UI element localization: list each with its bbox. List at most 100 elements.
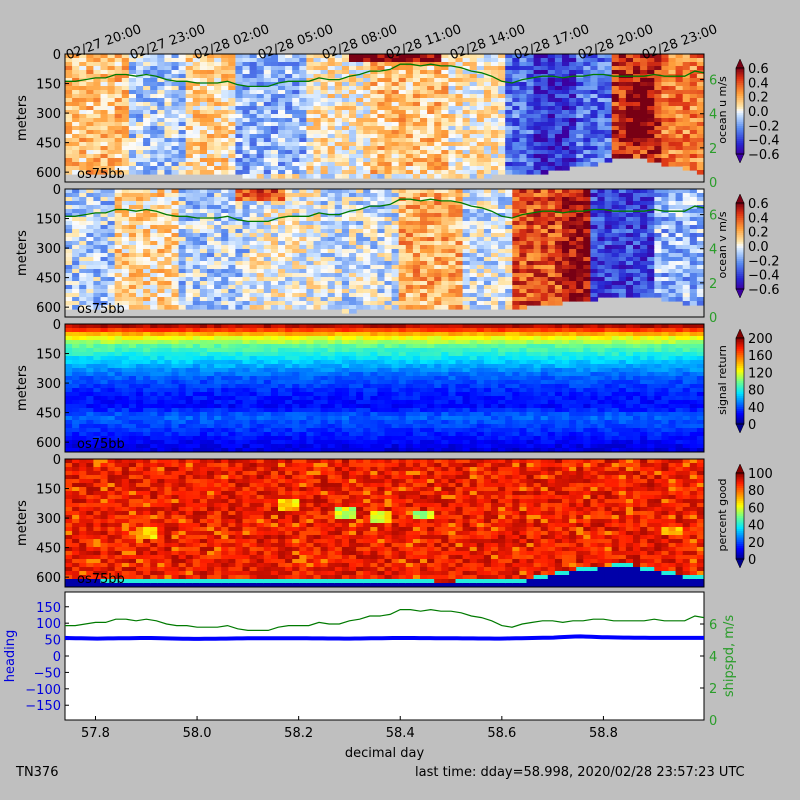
- panel-0-cell: [100, 130, 109, 135]
- panel-1-cell: [377, 261, 386, 266]
- panel-1-cell: [192, 233, 201, 238]
- panel-0-cell: [121, 66, 130, 71]
- panel-0-cell: [128, 158, 137, 163]
- panel-1-cell: [327, 273, 336, 278]
- panel-0-cell: [611, 154, 620, 159]
- panel-1-cell: [412, 281, 421, 286]
- panel-0-cell: [427, 94, 435, 99]
- panel-1-cell: [512, 229, 520, 234]
- panel-1-cell: [207, 229, 215, 234]
- panel-1-cell: [121, 209, 130, 214]
- panel-0-cell: [349, 134, 357, 139]
- panel-0-cell: [689, 134, 698, 139]
- panel-1-cell: [65, 217, 73, 222]
- panel-0-cell: [654, 82, 662, 87]
- panel-1-cell: [79, 229, 87, 234]
- panel-1-cell: [228, 289, 236, 294]
- panel-0-cell: [696, 74, 704, 79]
- panel-0-cell: [356, 98, 364, 103]
- panel-1-cell: [590, 225, 599, 230]
- panel-0-cell: [249, 174, 258, 179]
- panel-0-cell: [221, 54, 229, 59]
- panel-0-cell: [441, 150, 449, 155]
- panel-0-cell: [441, 118, 449, 123]
- panel-1-cell: [363, 277, 371, 282]
- panel-1-cell: [171, 205, 180, 210]
- panel-1-cell: [320, 305, 329, 310]
- panel-1-cell: [476, 221, 485, 226]
- panel-0-cell: [270, 146, 279, 151]
- panel-1-cell: [320, 189, 329, 194]
- panel-1-cell: [242, 233, 251, 238]
- panel-1-cell: [334, 233, 343, 238]
- panel-1-cell: [398, 289, 407, 294]
- panel-0-cell: [363, 110, 371, 115]
- panel-0-cell: [299, 166, 307, 171]
- panel-0-cell: [370, 118, 378, 123]
- panel-0-cell: [384, 90, 393, 95]
- panel-0-cell: [491, 86, 499, 91]
- panel-0-cell: [341, 158, 350, 163]
- panel-1-cell: [100, 229, 109, 234]
- panel-1-cell: [334, 293, 343, 298]
- panel-0-cell: [256, 158, 265, 163]
- panel-1-cell: [93, 273, 102, 278]
- panel-0-cell: [434, 142, 442, 147]
- panel-0-cell: [682, 114, 691, 119]
- panel-0-cell: [171, 122, 180, 127]
- panel-0-cell: [143, 130, 151, 135]
- panel-0-cell: [341, 114, 350, 119]
- panel-0-cell: [562, 58, 570, 63]
- panel-1-cell: [150, 257, 158, 262]
- panel-0-cell: [341, 122, 350, 127]
- panel-0-cell: [384, 58, 393, 63]
- panel-0-cell: [597, 62, 606, 67]
- panel-0-cell: [391, 106, 400, 111]
- panel-0-cell: [661, 70, 670, 75]
- panel-0-cell: [157, 66, 165, 71]
- panel-0-cell: [668, 150, 677, 155]
- panel-1-cell: [427, 289, 435, 294]
- panel-1-cell: [604, 201, 613, 206]
- panel-1-cell: [121, 269, 130, 274]
- panel-0-cell: [136, 130, 144, 135]
- panel-1-cell: [554, 217, 563, 222]
- panel-0-cell: [221, 150, 229, 155]
- panel-0-cell: [349, 146, 357, 151]
- panel-1-cell: [491, 285, 499, 290]
- panel-0-cell: [597, 114, 606, 119]
- panel-0-cell: [377, 106, 386, 111]
- panel-1-cell: [164, 277, 173, 282]
- panel-1-cell: [93, 249, 102, 254]
- panel-1-cell: [334, 285, 343, 290]
- panel-0-cell: [107, 70, 116, 75]
- panel-0-cell: [157, 138, 165, 143]
- panel-1-cell: [370, 253, 378, 258]
- panel-1-cell: [398, 213, 407, 218]
- panel-0-cell: [164, 130, 173, 135]
- panel-1-cell: [412, 245, 421, 250]
- panel-0-cell: [143, 138, 151, 143]
- panel-1-cell: [398, 253, 407, 258]
- panel-1-cell: [334, 261, 343, 266]
- panel-0-cell: [583, 118, 591, 123]
- panel-0-cell: [562, 166, 570, 171]
- panel-0-cell: [391, 74, 400, 79]
- panel-1-cell: [533, 289, 542, 294]
- panel-1-cell: [327, 233, 336, 238]
- panel-0-cell: [391, 154, 400, 159]
- panel-1-cell: [512, 293, 520, 298]
- panel-1-cell: [235, 261, 244, 266]
- panel-0-cell: [583, 142, 591, 147]
- panel-1-cell: [384, 221, 393, 226]
- panel-1-cell: [420, 281, 428, 286]
- panel-0-cell: [505, 110, 513, 115]
- panel-0-cell: [65, 150, 73, 155]
- panel-1-cell: [391, 257, 400, 262]
- panel-0-cell: [370, 146, 378, 151]
- panel-1-cell: [100, 213, 109, 218]
- panel-0-cell: [221, 110, 229, 115]
- panel-1-cell: [519, 273, 528, 278]
- panel-0-cell: [611, 130, 620, 135]
- panel-1-cell: [469, 253, 478, 258]
